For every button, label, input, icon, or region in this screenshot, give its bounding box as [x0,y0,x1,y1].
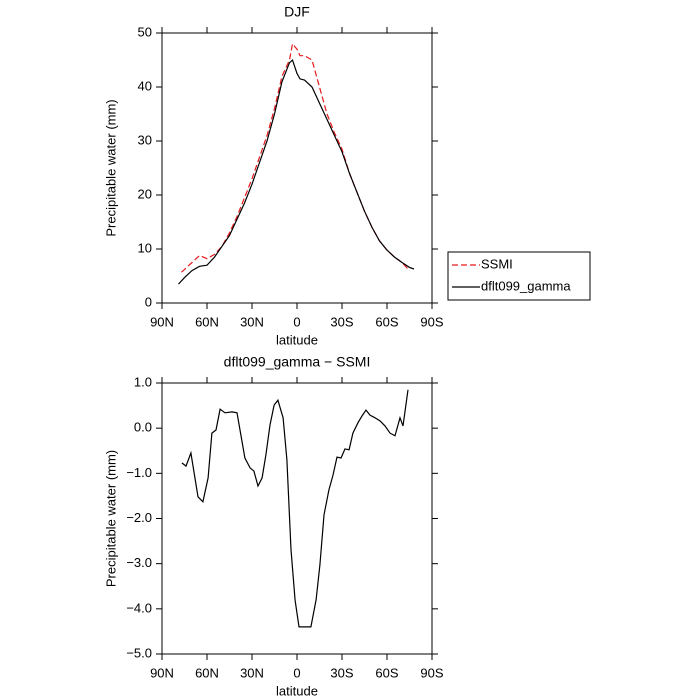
y-tick-label: −2.0 [126,510,152,525]
x-axis-label: latitude [276,683,318,698]
panel: dflt099_gamma − SSMI latitude Precipitable… [103,354,443,699]
y-tick-label: −4.0 [126,600,152,615]
y-tick-label: 0.0 [134,420,152,435]
x-tick-label: 30S [330,314,353,329]
chart-title: dflt099_gamma − SSMI [224,354,371,370]
x-tick-label: 30S [330,665,353,680]
legend-label: dflt099_gamma [481,278,571,293]
x-axis-label: latitude [276,332,318,347]
x-tick-label: 90N [150,665,174,680]
x-tick-label: 60S [375,665,398,680]
y-tick-label: 0 [145,294,152,309]
x-tick-label: 60S [375,314,398,329]
y-axis-label: Precipitable water (mm) [103,450,118,587]
y-tick-label: 30 [138,132,152,147]
x-tick-label: 0 [293,665,300,680]
y-tick-label: 10 [138,240,152,255]
y-tick-label: −3.0 [126,555,152,570]
x-tick-label: 60N [195,665,219,680]
y-tick-label: 20 [138,186,152,201]
chart-title: DJF [284,4,310,20]
y-tick-label: 40 [138,78,152,93]
y-axis-label: Precipitable water (mm) [103,99,118,236]
data-line [181,42,410,273]
data-line [178,58,415,285]
y-tick-label: −1.0 [126,465,152,480]
legend-box [447,251,591,301]
y-tick-label: 50 [138,24,152,39]
x-tick-label: 90N [150,314,174,329]
panel: DJF latitude Precipitable water (mm) 90N 60N… [103,4,591,347]
legend-label: SSMI [481,256,513,271]
x-tick-label: 30N [240,665,264,680]
x-tick-label: 90S [420,314,443,329]
x-tick-label: 0 [293,314,300,329]
x-tick-label: 60N [195,314,219,329]
y-tick-label: −5.0 [126,645,152,660]
y-tick-label: 1.0 [134,374,152,389]
data-line [181,389,409,628]
x-tick-label: 90S [420,665,443,680]
x-tick-label: 30N [240,314,264,329]
